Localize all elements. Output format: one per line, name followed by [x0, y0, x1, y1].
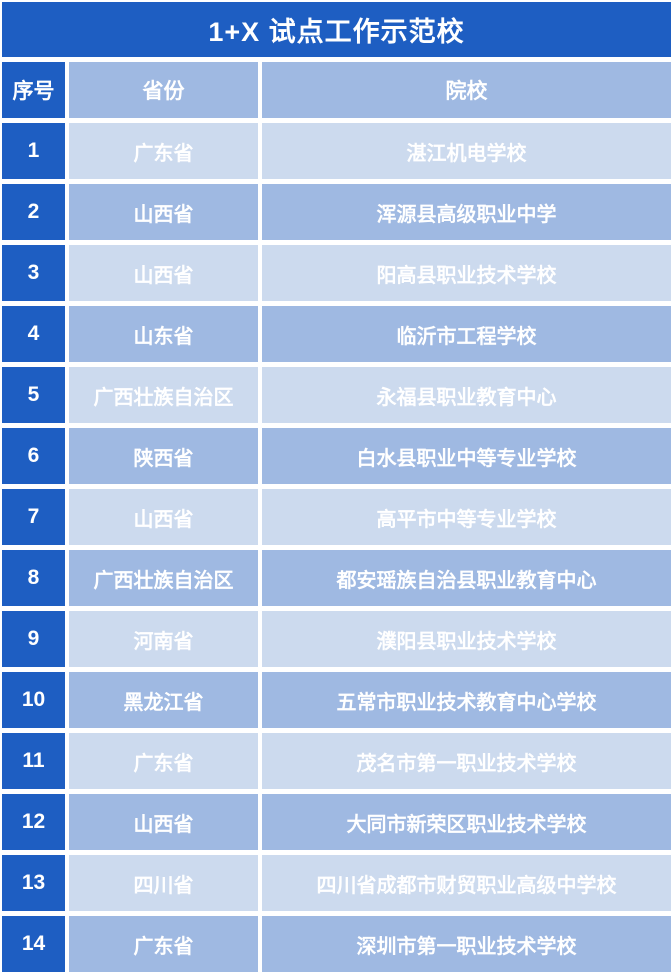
table-row: 11 广东省 茂名市第一职业技术学校	[2, 733, 671, 789]
header-cell-no: 序号	[2, 62, 65, 118]
table-row: 14 广东省 深圳市第一职业技术学校	[2, 916, 671, 972]
province-cell: 广西壮族自治区	[69, 550, 258, 606]
row-number-cell: 11	[2, 733, 65, 789]
row-number-cell: 10	[2, 672, 65, 728]
school-cell: 浑源县高级职业中学	[262, 184, 671, 240]
row-number-cell: 2	[2, 184, 65, 240]
row-number-cell: 6	[2, 428, 65, 484]
province-cell: 山西省	[69, 245, 258, 301]
table-row: 8 广西壮族自治区 都安瑶族自治县职业教育中心	[2, 550, 671, 606]
row-number-cell: 14	[2, 916, 65, 972]
school-cell: 茂名市第一职业技术学校	[262, 733, 671, 789]
school-cell: 五常市职业技术教育中心学校	[262, 672, 671, 728]
table-row: 13 四川省 四川省成都市财贸职业高级中学校	[2, 855, 671, 911]
header-cell-school: 院校	[262, 62, 671, 118]
table-row: 5 广西壮族自治区 永福县职业教育中心	[2, 367, 671, 423]
province-cell: 广东省	[69, 733, 258, 789]
school-cell: 湛江机电学校	[262, 123, 671, 179]
province-cell: 广西壮族自治区	[69, 367, 258, 423]
row-number-cell: 1	[2, 123, 65, 179]
table-row: 9 河南省 濮阳县职业技术学校	[2, 611, 671, 667]
school-cell: 濮阳县职业技术学校	[262, 611, 671, 667]
page-title: 1+X 试点工作示范校	[208, 17, 465, 47]
row-number-cell: 7	[2, 489, 65, 545]
table-row: 3 山西省 阳高县职业技术学校	[2, 245, 671, 301]
table-header-row: 序号 省份 院校	[2, 62, 671, 118]
row-number-cell: 4	[2, 306, 65, 362]
school-cell: 白水县职业中等专业学校	[262, 428, 671, 484]
school-cell: 阳高县职业技术学校	[262, 245, 671, 301]
province-cell: 黑龙江省	[69, 672, 258, 728]
province-cell: 广东省	[69, 123, 258, 179]
row-number-cell: 9	[2, 611, 65, 667]
table-row: 10 黑龙江省 五常市职业技术教育中心学校	[2, 672, 671, 728]
school-cell: 高平市中等专业学校	[262, 489, 671, 545]
province-cell: 四川省	[69, 855, 258, 911]
province-cell: 山东省	[69, 306, 258, 362]
table-row: 7 山西省 高平市中等专业学校	[2, 489, 671, 545]
table-row: 1 广东省 湛江机电学校	[2, 123, 671, 179]
row-number-cell: 5	[2, 367, 65, 423]
title-bar: 1+X 试点工作示范校	[2, 2, 671, 57]
province-cell: 山西省	[69, 794, 258, 850]
school-cell: 临沂市工程学校	[262, 306, 671, 362]
row-number-cell: 13	[2, 855, 65, 911]
row-number-cell: 3	[2, 245, 65, 301]
province-cell: 山西省	[69, 489, 258, 545]
school-cell: 大同市新荣区职业技术学校	[262, 794, 671, 850]
school-cell: 都安瑶族自治县职业教育中心	[262, 550, 671, 606]
header-cell-province: 省份	[69, 62, 258, 118]
province-cell: 山西省	[69, 184, 258, 240]
province-cell: 河南省	[69, 611, 258, 667]
school-cell: 四川省成都市财贸职业高级中学校	[262, 855, 671, 911]
table-row: 4 山东省 临沂市工程学校	[2, 306, 671, 362]
table-row: 2 山西省 浑源县高级职业中学	[2, 184, 671, 240]
table-body: 1 广东省 湛江机电学校 2 山西省 浑源县高级职业中学 3 山西省 阳高县职业…	[2, 123, 671, 972]
table-row: 12 山西省 大同市新荣区职业技术学校	[2, 794, 671, 850]
row-number-cell: 12	[2, 794, 65, 850]
table-row: 6 陕西省 白水县职业中等专业学校	[2, 428, 671, 484]
school-cell: 深圳市第一职业技术学校	[262, 916, 671, 972]
province-cell: 广东省	[69, 916, 258, 972]
province-cell: 陕西省	[69, 428, 258, 484]
row-number-cell: 8	[2, 550, 65, 606]
school-cell: 永福县职业教育中心	[262, 367, 671, 423]
